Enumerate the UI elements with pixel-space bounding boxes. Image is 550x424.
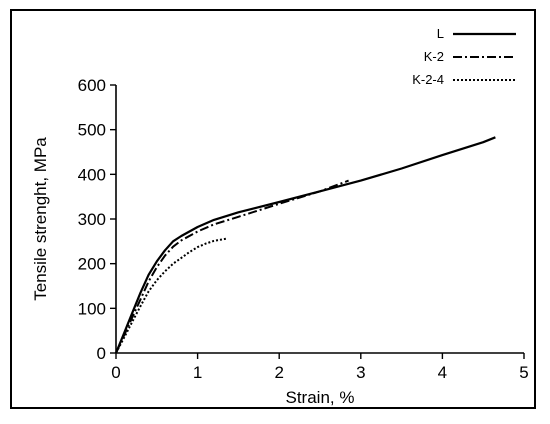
y-axis-ticks: 0 100 200 300 400 500 600 [78,76,116,363]
series-line-l [114,136,496,354]
x-tick-label: 0 [111,363,120,382]
y-tick-label: 400 [78,165,106,184]
series-lines [114,136,496,354]
x-axis-ticks: 0 1 2 3 4 5 [111,353,529,382]
y-axis-title: Tensile strenght, MPa [31,137,50,301]
x-tick-label: 2 [274,363,283,382]
y-tick-label: 200 [78,255,106,274]
series-line-k-2-4 [115,237,227,354]
legend-label: K-2 [424,49,444,64]
x-axis-title: Strain, % [286,388,355,407]
y-tick-label: 300 [78,210,106,229]
chart-frame: 0 1 2 3 4 5 0 100 200 300 400 500 600 Strain, % Ten… [10,9,536,409]
legend-label: K-2-4 [412,72,444,87]
legend: L K-2 K-2-4 [412,26,516,87]
y-tick-label: 500 [78,121,106,140]
legend-label: L [437,26,444,41]
series-line-k-2 [115,179,349,354]
x-tick-label: 1 [193,363,202,382]
y-tick-label: 100 [78,299,106,318]
y-tick-label: 0 [97,344,106,363]
line-chart: 0 1 2 3 4 5 0 100 200 300 400 500 600 Strain, % Ten… [31,26,529,407]
y-tick-label: 600 [78,76,106,95]
x-tick-label: 5 [519,363,528,382]
x-tick-label: 4 [438,363,447,382]
x-tick-label: 3 [356,363,365,382]
